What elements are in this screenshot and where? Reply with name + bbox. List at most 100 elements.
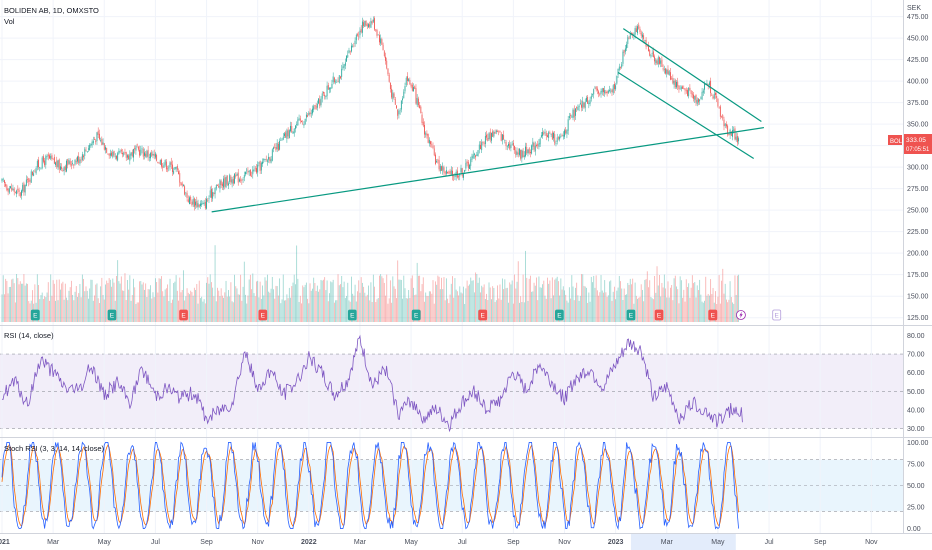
candle xyxy=(107,153,109,155)
candle-body xyxy=(652,51,654,58)
volume-bar xyxy=(22,283,24,322)
candle xyxy=(103,143,105,151)
earnings-marker[interactable]: E xyxy=(258,309,268,321)
earnings-marker[interactable]: E xyxy=(179,309,188,321)
candle xyxy=(493,130,495,138)
volume-bar xyxy=(301,303,302,322)
candle xyxy=(460,164,462,174)
trendline[interactable] xyxy=(622,28,762,123)
candle-body xyxy=(400,100,402,110)
candle xyxy=(732,125,733,141)
earnings-marker[interactable]: E xyxy=(107,309,117,321)
volume-bar xyxy=(49,300,50,322)
candle xyxy=(421,111,423,126)
volume-bar xyxy=(512,303,514,322)
volume-bar xyxy=(425,292,427,322)
candle xyxy=(236,172,238,176)
volume-bar xyxy=(660,296,662,322)
candle-body xyxy=(111,152,113,156)
volume-bar xyxy=(196,283,198,322)
trendline[interactable] xyxy=(211,126,765,213)
candle xyxy=(669,68,671,81)
candle-body xyxy=(257,164,259,173)
volume-bar xyxy=(682,297,684,322)
candle-body xyxy=(332,76,334,83)
earnings-marker[interactable]: E xyxy=(708,309,718,321)
earnings-marker[interactable]: E xyxy=(411,309,421,321)
time-axis[interactable]: 2021MarMayJulSepNov2022MarMayJulSepNov20… xyxy=(0,539,878,546)
volume-bar xyxy=(691,275,693,322)
candle xyxy=(527,149,529,157)
volume-bar xyxy=(84,291,86,322)
volume-bar xyxy=(680,280,682,322)
rsi-tick-label: 70.00 xyxy=(907,352,925,359)
candle-body xyxy=(532,141,534,147)
candle xyxy=(145,151,147,158)
candle xyxy=(666,68,668,78)
trendlines[interactable] xyxy=(211,28,765,213)
candle xyxy=(696,97,698,107)
candle xyxy=(84,147,86,160)
volume-bar xyxy=(393,286,395,322)
earnings-marker[interactable]: E xyxy=(478,309,488,321)
earnings-marker[interactable]: E xyxy=(654,309,664,321)
candle xyxy=(648,41,649,52)
candle-body xyxy=(510,145,512,148)
candle-body xyxy=(582,100,584,108)
candle-body xyxy=(436,160,438,163)
volume-bar xyxy=(331,282,333,322)
volume-bar xyxy=(575,287,576,322)
earnings-marker[interactable]: E xyxy=(347,309,357,321)
volume-bar xyxy=(470,277,472,322)
volume-bar xyxy=(409,297,411,322)
candle-body xyxy=(51,155,53,160)
candle-body xyxy=(404,86,406,92)
earnings-marker[interactable]: E xyxy=(626,309,636,321)
volume-bar xyxy=(687,287,688,322)
volume-bar xyxy=(472,280,474,322)
earnings-marker[interactable] xyxy=(736,310,746,320)
volume-bar xyxy=(296,245,298,322)
volume-bar xyxy=(6,280,8,322)
volume-bar xyxy=(128,289,130,322)
candle xyxy=(482,141,484,146)
volume-bar xyxy=(253,293,255,322)
price-tick-label: 400.00 xyxy=(907,79,929,86)
candle-body xyxy=(680,87,682,89)
candle xyxy=(318,98,319,105)
candle-body xyxy=(570,115,572,116)
candle xyxy=(626,41,628,51)
volume-bar xyxy=(547,277,548,322)
candle-body xyxy=(321,93,323,99)
candle xyxy=(325,95,327,100)
volume-bar xyxy=(2,275,4,322)
candle-body xyxy=(481,142,483,151)
candle xyxy=(713,89,715,100)
candle xyxy=(385,52,386,65)
candle-body xyxy=(196,200,198,207)
candle-body xyxy=(578,105,580,108)
volume-bar xyxy=(95,284,97,322)
candle xyxy=(414,85,416,90)
candle-body xyxy=(176,166,178,170)
candle xyxy=(77,155,78,164)
earnings-letter: E xyxy=(181,313,186,320)
candle xyxy=(332,72,334,85)
time-tick-label: Sep xyxy=(507,539,520,546)
trendline[interactable] xyxy=(617,72,755,160)
candle xyxy=(249,169,251,177)
price-axis[interactable]: 475.00450.00425.00400.00375.00350.00325.… xyxy=(907,14,929,533)
volume-bar xyxy=(379,275,380,322)
candle xyxy=(438,155,440,172)
earnings-marker[interactable]: E xyxy=(30,309,40,321)
candle xyxy=(85,146,87,152)
earnings-marker[interactable]: E xyxy=(554,309,564,321)
candle xyxy=(247,167,249,175)
candle xyxy=(61,163,63,172)
price-tick-label: 225.00 xyxy=(907,229,929,236)
candle xyxy=(629,30,631,40)
candle xyxy=(694,95,696,103)
earnings-marker[interactable]: E xyxy=(772,309,782,321)
